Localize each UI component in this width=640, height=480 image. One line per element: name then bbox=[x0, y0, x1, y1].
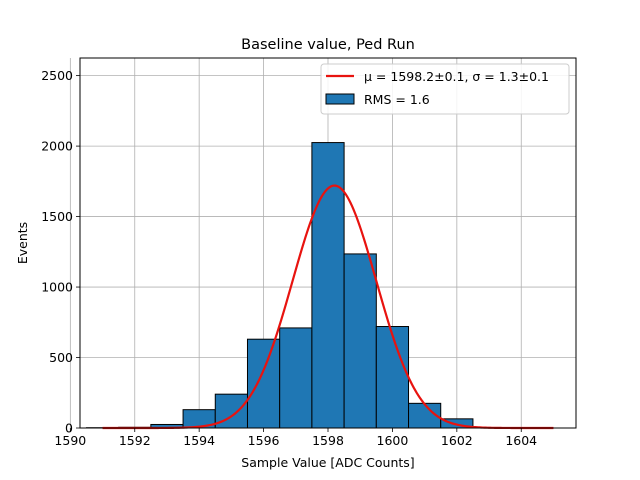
axis-ticks: 1590 1592 1594 1596 1598 1600 1602 1604 0 500 1000… bbox=[41, 68, 537, 448]
y-tick-label: 500 bbox=[49, 350, 73, 365]
y-tick-label: 2500 bbox=[41, 68, 73, 83]
y-tick-label: 1500 bbox=[41, 209, 73, 224]
y-axis-label: Events bbox=[15, 222, 30, 264]
y-tick-label: 1000 bbox=[41, 280, 73, 295]
legend-fit-label: μ = 1598.2±0.1, σ = 1.3±0.1 bbox=[364, 69, 549, 84]
y-tick-label: 2000 bbox=[41, 139, 73, 154]
legend-histogram-swatch bbox=[325, 93, 355, 105]
chart-title: Baseline value, Ped Run bbox=[241, 37, 415, 53]
x-tick-label: 1600 bbox=[377, 433, 409, 448]
histogram-bar bbox=[279, 327, 313, 429]
legend: μ = 1598.2±0.1, σ = 1.3±0.1 RMS = 1.6 bbox=[320, 63, 570, 115]
x-tick-label: 1602 bbox=[441, 433, 473, 448]
x-tick-label: 1590 bbox=[54, 433, 86, 448]
x-axis-label: Sample Value [ADC Counts] bbox=[241, 455, 414, 470]
histogram-bar bbox=[246, 338, 281, 429]
histogram-bar bbox=[343, 253, 377, 429]
histogram-bar bbox=[311, 142, 345, 429]
x-tick-label: 1598 bbox=[312, 433, 344, 448]
histogram-bar bbox=[375, 326, 410, 429]
legend-box bbox=[320, 63, 570, 115]
legend-histogram-label: RMS = 1.6 bbox=[364, 92, 430, 107]
x-tick-label: 1592 bbox=[119, 433, 151, 448]
x-tick-label: 1604 bbox=[505, 433, 537, 448]
y-tick-label: 0 bbox=[65, 421, 73, 436]
histogram-bars bbox=[85, 142, 538, 429]
x-tick-label: 1594 bbox=[183, 433, 215, 448]
x-tick-label: 1596 bbox=[248, 433, 280, 448]
